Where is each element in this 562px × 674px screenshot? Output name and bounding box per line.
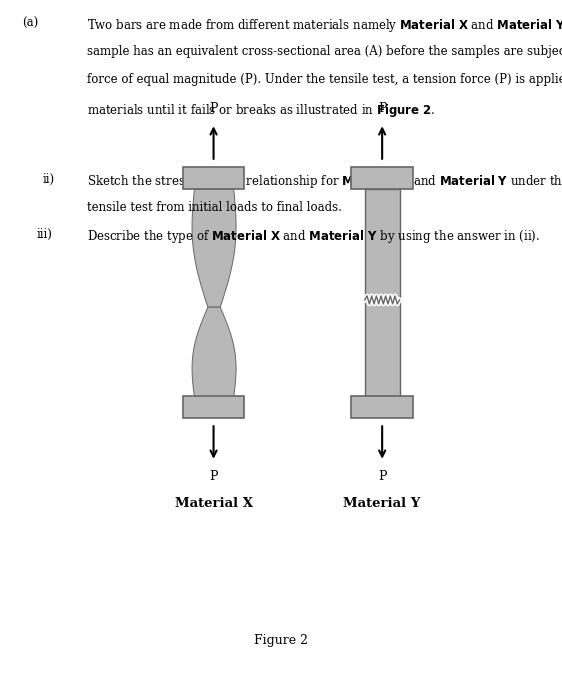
Text: Describe the type of $\mathbf{Material\ X}$ and $\mathbf{Material\ Y}$ by using : Describe the type of $\mathbf{Material\ …	[87, 228, 540, 245]
Bar	[351, 396, 413, 418]
Text: P: P	[378, 470, 387, 483]
Text: P: P	[209, 102, 218, 115]
Text: Sketch the stress $-$ strain relationship for $\mathbf{Material\ X}$ and $\mathb: Sketch the stress $-$ strain relationshi…	[87, 173, 562, 189]
Text: sample has an equivalent cross-sectional area (A) before the samples are subject: sample has an equivalent cross-sectional…	[87, 45, 562, 58]
Text: Material X: Material X	[175, 497, 252, 510]
Text: force of equal magnitude (P). Under the tensile test, a tension force (P) is app: force of equal magnitude (P). Under the …	[87, 73, 562, 86]
Text: ii): ii)	[42, 173, 55, 185]
Text: Material Y: Material Y	[343, 497, 421, 510]
Text: (a): (a)	[22, 17, 39, 30]
Text: P: P	[209, 470, 218, 483]
Bar	[183, 167, 244, 189]
Text: tensile test from initial loads to final loads.: tensile test from initial loads to final…	[87, 201, 342, 214]
Text: Figure 2: Figure 2	[254, 634, 308, 646]
Bar	[365, 189, 400, 300]
Text: materials until it fails or breaks as illustrated in $\mathbf{Figure\ 2}$.: materials until it fails or breaks as il…	[87, 102, 436, 119]
Bar	[183, 396, 244, 418]
Bar	[351, 167, 413, 189]
Bar	[365, 300, 400, 396]
Text: iii): iii)	[37, 228, 52, 241]
Text: Two bars are made from different materials namely $\mathbf{Material\ X}$ and $\m: Two bars are made from different materia…	[87, 17, 562, 34]
Text: P: P	[378, 102, 387, 115]
